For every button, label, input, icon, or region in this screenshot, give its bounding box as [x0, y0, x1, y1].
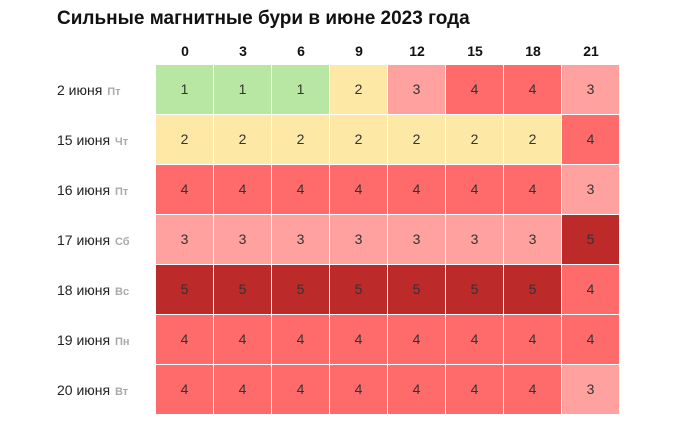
heatmap-cell: 4	[562, 265, 619, 314]
heatmap-cell: 5	[446, 265, 503, 314]
heatmap-cell: 4	[156, 315, 213, 364]
heatmap-cell: 4	[214, 315, 271, 364]
heatmap-cell: 5	[330, 265, 387, 314]
heatmap-cell: 4	[330, 165, 387, 214]
heatmap-cell: 4	[272, 315, 329, 364]
heatmap-cell: 2	[214, 115, 271, 164]
heatmap-cell: 2	[156, 115, 213, 164]
heatmap-cell: 5	[562, 215, 619, 264]
heatmap-cell: 3	[504, 215, 561, 264]
heatmap-cell: 4	[156, 165, 213, 214]
row-label: 16 июня Пт	[57, 165, 155, 215]
heatmap-cell: 3	[562, 365, 619, 414]
heatmap-cell: 4	[446, 365, 503, 414]
heatmap-cell: 2	[504, 115, 561, 164]
row-label: 20 июня Вт	[57, 365, 155, 415]
heatmap-cell: 3	[330, 215, 387, 264]
heatmap-cell: 4	[272, 165, 329, 214]
row-weekday: Вт	[115, 386, 129, 398]
hour-label: 12	[409, 43, 425, 59]
row-weekday: Сб	[115, 236, 130, 248]
heatmap-cell: 3	[388, 65, 445, 114]
row-label: 17 июня Сб	[57, 215, 155, 265]
heatmap-cell: 5	[504, 265, 561, 314]
heatmap-cell: 3	[214, 215, 271, 264]
hour-label: 9	[355, 43, 363, 59]
heatmap-cell: 4	[562, 315, 619, 364]
hour-label: 15	[467, 43, 483, 59]
heatmap-cell: 4	[330, 315, 387, 364]
row-weekday: Пт	[115, 186, 129, 198]
row-label: 19 июня Пн	[57, 315, 155, 365]
row-weekday: Вс	[115, 286, 130, 298]
heatmap-cell: 3	[446, 215, 503, 264]
heatmap-cell: 4	[388, 365, 445, 414]
heatmap-cell: 4	[504, 165, 561, 214]
heatmap-cell: 4	[504, 365, 561, 414]
heatmap-cell: 3	[156, 215, 213, 264]
heatmap-cell: 2	[272, 115, 329, 164]
row-label: 15 июня Чт	[57, 115, 155, 165]
hour-label: 3	[239, 43, 247, 59]
heatmap-cell: 2	[388, 115, 445, 164]
heatmap-cell: 1	[156, 65, 213, 114]
heatmap-cell: 2	[330, 115, 387, 164]
heatmap-cell: 3	[272, 215, 329, 264]
row-label: 18 июня Вс	[57, 265, 155, 315]
heatmap-cell: 2	[446, 115, 503, 164]
heatmap-cell: 4	[388, 315, 445, 364]
heatmap-cell: 5	[156, 265, 213, 314]
heatmap-cell: 4	[504, 315, 561, 364]
row-date: 17 июня	[57, 232, 111, 248]
heatmap-cell: 4	[272, 365, 329, 414]
heatmap-cell: 4	[156, 365, 213, 414]
heatmap-cell: 2	[330, 65, 387, 114]
hour-label: 21	[583, 43, 599, 59]
hour-header-row: 0 3 6 9 12 15 18 21	[156, 43, 620, 61]
heatmap-cell: 4	[446, 65, 503, 114]
hour-label: 0	[181, 43, 189, 59]
hour-label: 18	[525, 43, 541, 59]
heatmap-cell: 5	[214, 265, 271, 314]
row-date: 19 июня	[57, 332, 111, 348]
heatmap-cell: 5	[272, 265, 329, 314]
heatmap-cell: 4	[388, 165, 445, 214]
row-label: 2 июня Пт	[57, 65, 155, 115]
heatmap-cell: 4	[446, 165, 503, 214]
heatmap-cell: 4	[504, 65, 561, 114]
row-date: 15 июня	[57, 132, 111, 148]
heatmap-cell: 4	[214, 165, 271, 214]
row-date: 18 июня	[57, 282, 111, 298]
row-date: 16 июня	[57, 182, 111, 198]
heatmap-cell: 4	[330, 365, 387, 414]
heatmap-cell: 4	[562, 115, 619, 164]
hour-label: 6	[297, 43, 305, 59]
row-weekday: Чт	[115, 136, 129, 148]
heatmap-cell: 4	[446, 315, 503, 364]
heatmap-cell: 3	[562, 165, 619, 214]
row-date: 20 июня	[57, 382, 111, 398]
heatmap-cell: 5	[388, 265, 445, 314]
row-weekday: Пт	[107, 86, 121, 98]
heatmap-cell: 3	[388, 215, 445, 264]
row-weekday: Пн	[115, 336, 130, 348]
heatmap-cell: 3	[562, 65, 619, 114]
row-date: 2 июня	[57, 82, 103, 98]
heatmap-cell: 4	[214, 365, 271, 414]
chart-title: Сильные магнитные бури в июне 2023 года	[57, 8, 470, 29]
heatmap-cell: 1	[272, 65, 329, 114]
heatmap-cell: 1	[214, 65, 271, 114]
